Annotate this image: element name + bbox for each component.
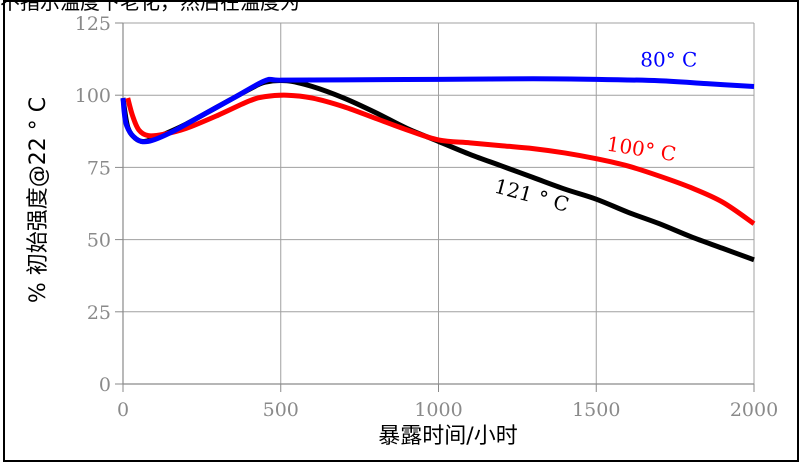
series-lines	[120, 76, 756, 263]
grid	[123, 22, 755, 384]
y-tick-label: 0	[99, 374, 111, 396]
series-line-80c	[120, 76, 755, 145]
x-tick-label: 1000	[414, 399, 462, 421]
chart-frame	[3, 0, 799, 462]
series-label-80c: 80° C	[640, 47, 697, 71]
series-label-121c: 121 ° C	[492, 174, 572, 217]
x-tick-label: 0	[117, 399, 129, 421]
y-tick-label: 125	[75, 13, 111, 35]
y-tick-label: 50	[87, 230, 111, 252]
axes	[115, 22, 755, 392]
y-tick-label: 25	[87, 302, 111, 324]
y-tick-labels: 0 25 50 75 100 125	[75, 13, 111, 396]
y-axis-title: % 初始强度@22 ° C	[26, 97, 51, 303]
x-tick-label: 1500	[572, 399, 620, 421]
y-tick-label: 100	[75, 85, 111, 107]
x-tick-label: 2000	[730, 399, 778, 421]
x-tick-label: 500	[263, 399, 299, 421]
x-axis-title: 暴露时间/小时	[378, 424, 517, 449]
x-tick-labels: 0 500 1000 1500 2000	[117, 399, 778, 421]
y-tick-label: 75	[87, 157, 111, 179]
